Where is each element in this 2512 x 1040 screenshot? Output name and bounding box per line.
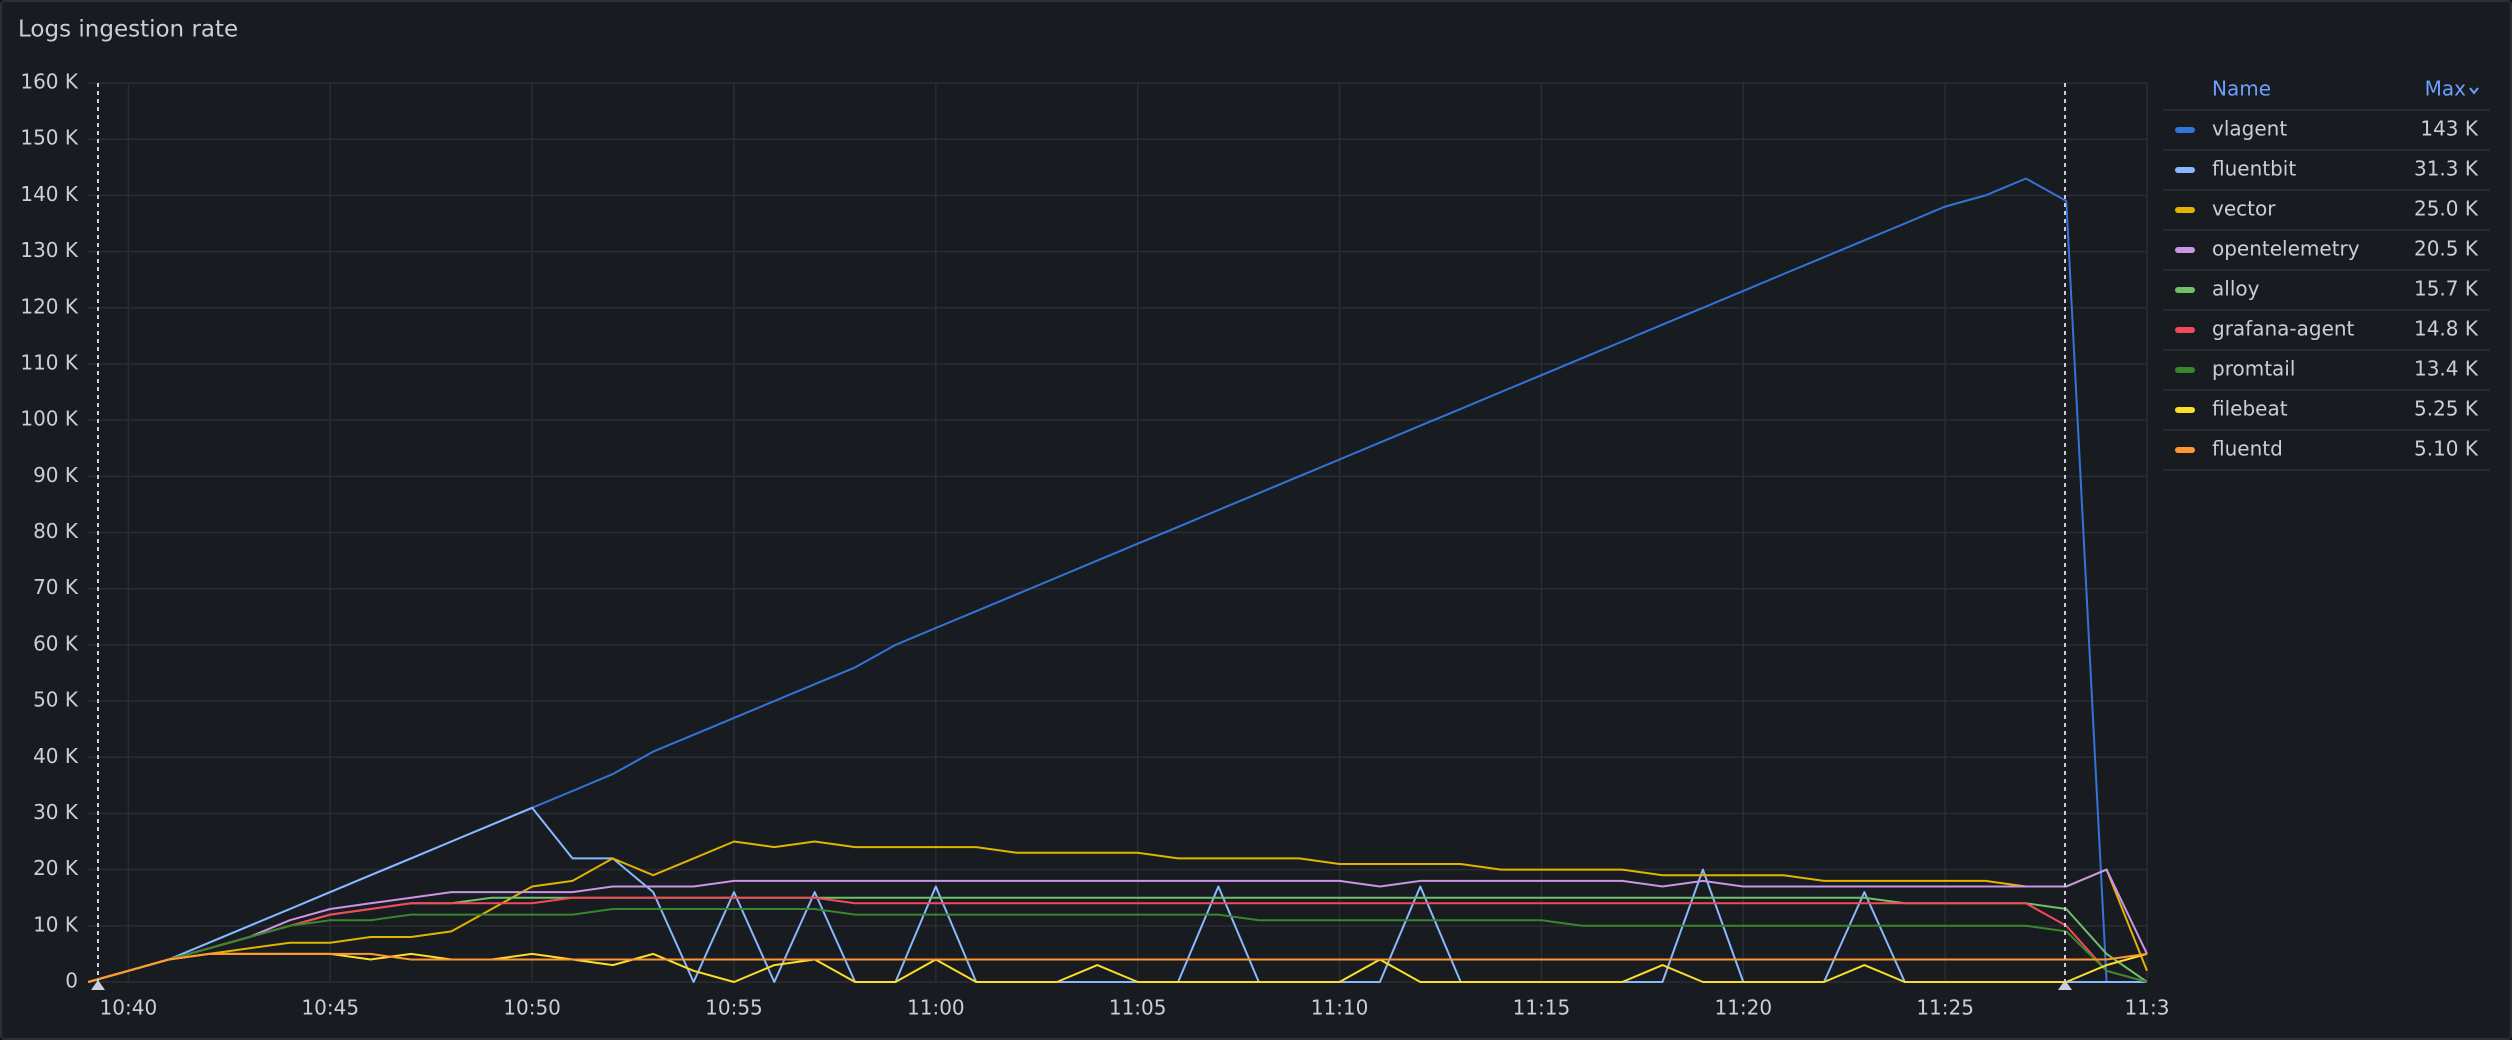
x-tick-label: 10:55	[705, 996, 763, 1020]
legend-max: 143 K	[2420, 117, 2479, 141]
time-region-markers	[91, 83, 2072, 990]
legend-name[interactable]: fluentd	[2212, 437, 2283, 461]
legend-max: 31.3 K	[2414, 157, 2479, 181]
y-tick-label: 0	[65, 969, 78, 993]
series-line	[88, 868, 2148, 983]
legend-name[interactable]: vector	[2212, 197, 2276, 221]
y-tick-label: 110 K	[20, 350, 79, 374]
legend-max: 15.7 K	[2414, 277, 2479, 301]
y-tick-label: 100 K	[20, 407, 79, 431]
legend-swatch	[2175, 287, 2195, 293]
x-tick-label: 11:25	[1916, 996, 1974, 1020]
legend-swatch	[2175, 367, 2195, 373]
y-tick-label: 130 K	[20, 238, 79, 262]
y-tick-label: 50 K	[33, 688, 79, 712]
x-tick-label: 10:50	[503, 996, 561, 1020]
y-tick-label: 80 K	[33, 519, 79, 543]
y-tick-label: 140 K	[20, 182, 79, 206]
legend-name[interactable]: filebeat	[2212, 397, 2288, 421]
x-tick-label: 11:05	[1109, 996, 1167, 1020]
y-tick-label: 90 K	[33, 463, 79, 487]
legend-name[interactable]: vlagent	[2212, 117, 2287, 141]
legend-max: 5.25 K	[2414, 397, 2479, 421]
x-tick-label: 10:40	[100, 996, 158, 1020]
sort-icon[interactable]	[2469, 87, 2479, 95]
series-line	[88, 952, 2148, 983]
x-tick-label: 11:15	[1513, 996, 1571, 1020]
y-tick-label: 20 K	[33, 856, 79, 880]
series-lines	[88, 177, 2148, 983]
legend-max: 5.10 K	[2414, 437, 2479, 461]
annotation-marker[interactable]	[2058, 980, 2072, 990]
legend-swatch	[2175, 167, 2195, 173]
annotation-marker[interactable]	[91, 980, 105, 990]
y-tick-label: 40 K	[33, 744, 79, 768]
legend-name[interactable]: opentelemetry	[2212, 237, 2360, 261]
legend-name[interactable]: alloy	[2212, 277, 2260, 301]
legend-header-max[interactable]: Max	[2425, 77, 2467, 101]
panel-title: Logs ingestion rate	[18, 17, 238, 43]
legend-swatch	[2175, 407, 2195, 413]
legend-swatch	[2175, 207, 2195, 213]
legend-max: 13.4 K	[2414, 357, 2479, 381]
legend-swatch	[2175, 247, 2195, 253]
x-tick-label: 11:20	[1714, 996, 1772, 1020]
legend-swatch	[2175, 127, 2195, 133]
legend-name[interactable]: grafana-agent	[2212, 317, 2355, 341]
series-line	[88, 840, 2148, 983]
x-tick-label: 11:10	[1311, 996, 1369, 1020]
y-tick-label: 10 K	[33, 912, 79, 936]
y-tick-label: 30 K	[33, 800, 79, 824]
legend-swatch	[2175, 447, 2195, 453]
legend: Name Max vlagent 143 K fluentbit 31.3 K vect…	[2163, 77, 2490, 471]
grid: 0 10 K 20 K 30 K 40 K 50 K 60 K 70 K 80 K 90 K 100…	[20, 70, 2169, 1020]
legend-header-name[interactable]: Name	[2212, 77, 2271, 101]
y-tick-label: 60 K	[33, 631, 79, 655]
legend-swatch	[2175, 327, 2195, 333]
x-tick-label: 11:3	[2125, 996, 2170, 1020]
y-tick-label: 120 K	[20, 294, 79, 318]
y-tick-label: 160 K	[20, 70, 79, 94]
legend-max: 25.0 K	[2414, 197, 2479, 221]
legend-max: 20.5 K	[2414, 237, 2479, 261]
series-line	[88, 896, 2148, 983]
legend-name[interactable]: promtail	[2212, 357, 2295, 381]
series-line	[88, 908, 2148, 983]
series-line	[88, 952, 2148, 983]
y-tick-label: 150 K	[20, 126, 79, 150]
legend-name[interactable]: fluentbit	[2212, 157, 2296, 181]
x-tick-label: 10:45	[301, 996, 359, 1020]
y-tick-label: 70 K	[33, 575, 79, 599]
x-tick-label: 11:00	[907, 996, 965, 1020]
legend-max: 14.8 K	[2414, 317, 2479, 341]
